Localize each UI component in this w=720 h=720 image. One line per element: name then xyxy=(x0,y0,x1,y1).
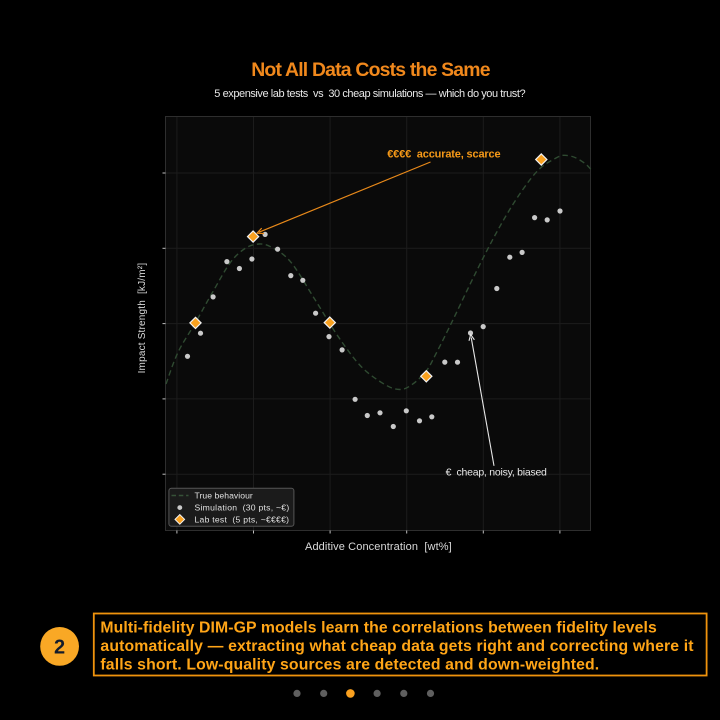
svg-text:Lab test (5 pts, ~€€€€): Lab test (5 pts, ~€€€€) xyxy=(195,514,290,524)
svg-text:Multi-fidelity DIM-GP models l: Multi-fidelity DIM-GP models learn the c… xyxy=(100,620,657,637)
svg-text:€€€€ accurate, scarce: €€€€ accurate, scarce xyxy=(387,148,500,160)
svg-text:falls short. Low-quality sourc: falls short. Low-quality sources are det… xyxy=(100,656,599,673)
svg-text:Impact Strength [kJ/m²]: Impact Strength [kJ/m²] xyxy=(137,263,148,374)
svg-text:Additive Concentration [wt%]: Additive Concentration [wt%] xyxy=(305,541,452,553)
svg-text:2: 2 xyxy=(54,636,65,658)
svg-text:Simulation (30 pts, ~€): Simulation (30 pts, ~€) xyxy=(195,502,290,512)
svg-text:True behaviour: True behaviour xyxy=(195,490,253,500)
svg-text:Not All Data Costs the Same: Not All Data Costs the Same xyxy=(251,59,491,81)
svg-text:automatically — extracting wha: automatically — extracting what cheap da… xyxy=(100,638,694,655)
svg-text:€ cheap, noisy, biased: € cheap, noisy, biased xyxy=(446,467,547,479)
svg-text:5 expensive lab tests vs 30: 5 expensive lab tests vs 30 cheap simula… xyxy=(214,88,525,100)
